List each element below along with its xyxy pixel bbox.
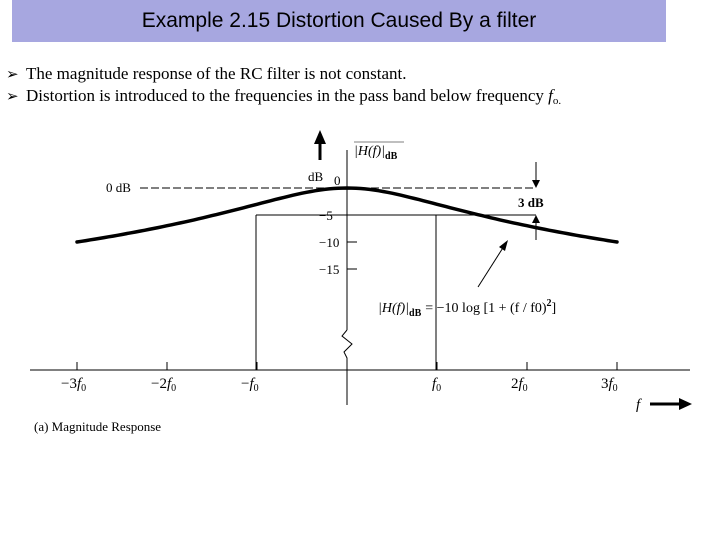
bullet-item: ➢ The magnitude response of the RC filte…: [6, 63, 706, 85]
bullet-text: The magnitude response of the RC filter …: [26, 64, 407, 83]
magnitude-curve: [75, 186, 619, 244]
arrow-bullet-icon: ➢: [6, 87, 19, 105]
three-db-arrow-bottom-head: [532, 215, 540, 223]
x-tick-group: −3f0 −2f0 −f0 f0 2f0 3f0: [61, 362, 618, 394]
x-tick-label: −3f0: [61, 376, 86, 394]
zero-db-label: 0 dB: [106, 180, 131, 195]
figure-caption: (a) Magnitude Response: [34, 419, 161, 434]
axis-break: [341, 329, 353, 405]
bullet-item: ➢ Distortion is introduced to the freque…: [6, 85, 706, 112]
three-db-label: 3 dB: [518, 195, 544, 210]
y-axis-arrowhead: [314, 130, 326, 144]
x-tick-label: 3f0: [601, 376, 618, 394]
magnitude-response-plot: f |H(f)|dB dB 0 dB 3 dB 0 −5 −10 −15 −3f0 −2…: [30, 130, 692, 434]
x-tick-label: −2f0: [151, 376, 176, 394]
y-tick-label: −10: [319, 235, 339, 250]
title-bar: Example 2.15 Distortion Caused By a filt…: [12, 0, 666, 42]
y-tick-label: 0: [334, 173, 341, 188]
f-axis-label: f: [636, 397, 642, 413]
x-tick-label: −f0: [241, 376, 259, 394]
y-axis-title: |H(f)|dB: [354, 144, 398, 162]
x-tick-label: 2f0: [511, 376, 528, 394]
bullet-text: Distortion is introduced to the frequenc…: [26, 86, 562, 107]
y-tick-label: −15: [319, 262, 339, 277]
bullet-list: ➢ The magnitude response of the RC filte…: [6, 63, 706, 112]
response-equation: |H(f)|dB = −10 log [1 + (f / f0)2]: [378, 298, 556, 319]
f-axis-arrowhead: [679, 398, 692, 410]
arrow-bullet-icon: ➢: [6, 65, 19, 83]
equation-pointer: [477, 242, 507, 288]
magnitude-response-figure: f |H(f)|dB dB 0 dB 3 dB 0 −5 −10 −15 −3f0 −2…: [0, 120, 720, 445]
y-unit-label: dB: [308, 169, 324, 184]
y-tick-group: 0 −5 −10 −15: [319, 173, 357, 277]
x-tick-label: f0: [432, 376, 441, 394]
equation-pointer-head: [499, 240, 508, 251]
three-db-arrow-top-head: [532, 180, 540, 188]
slide-title: Example 2.15 Distortion Caused By a filt…: [141, 9, 537, 32]
y-tick-label: −5: [319, 208, 333, 223]
